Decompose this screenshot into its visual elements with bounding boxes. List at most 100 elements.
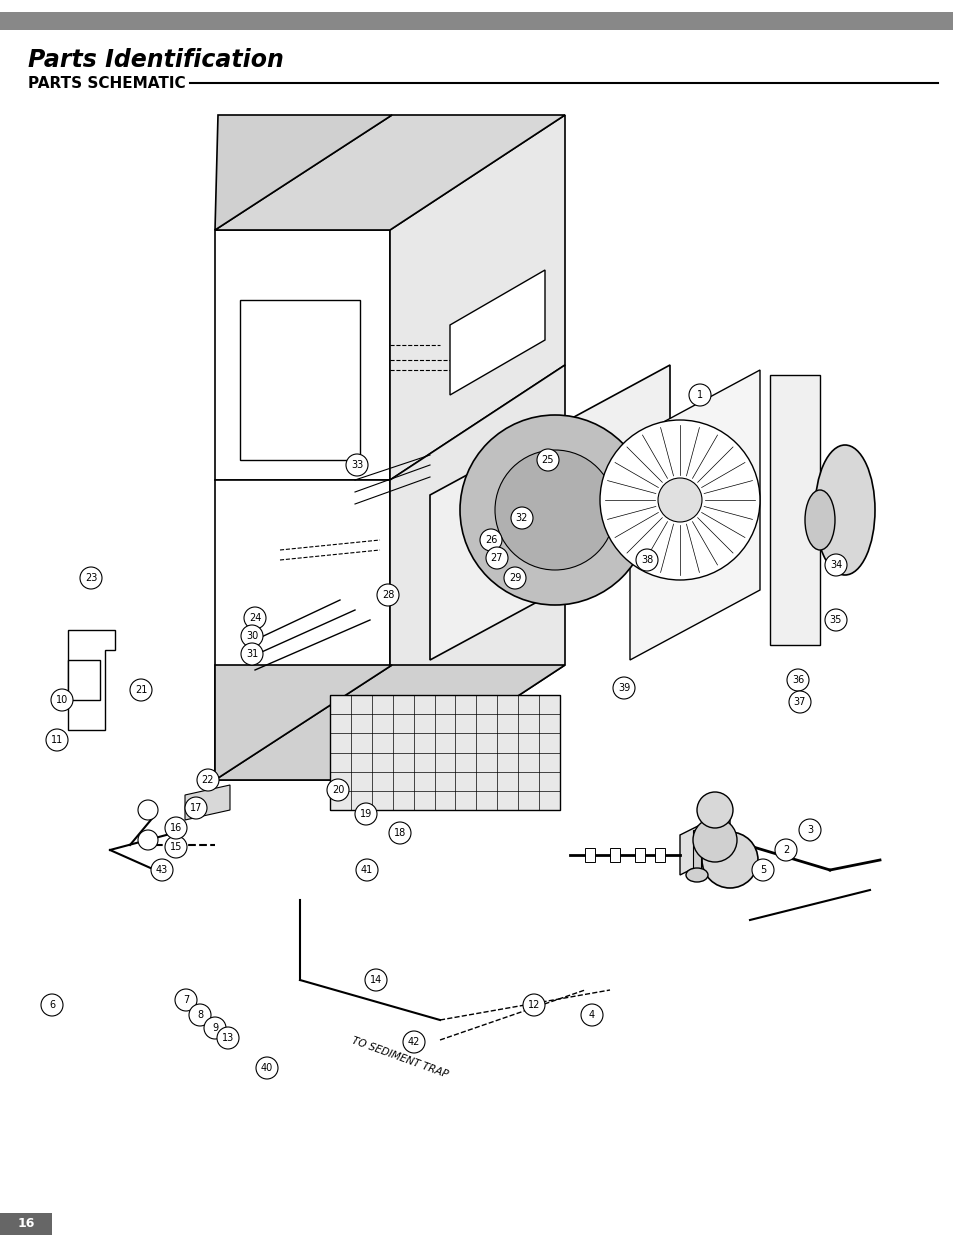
Text: 9: 9: [212, 1023, 218, 1032]
Circle shape: [701, 832, 758, 888]
Circle shape: [786, 669, 808, 692]
Circle shape: [697, 792, 732, 827]
Polygon shape: [214, 230, 390, 480]
Text: PARTS SCHEMATIC: PARTS SCHEMATIC: [28, 75, 186, 90]
Text: TO SEDIMENT TRAP: TO SEDIMENT TRAP: [350, 1036, 449, 1081]
Polygon shape: [68, 659, 100, 700]
Text: 38: 38: [640, 555, 653, 564]
Text: 36: 36: [791, 676, 803, 685]
Circle shape: [241, 625, 263, 647]
Polygon shape: [430, 366, 669, 659]
Polygon shape: [679, 810, 729, 876]
Text: 32: 32: [516, 513, 528, 522]
Text: 19: 19: [359, 809, 372, 819]
Circle shape: [185, 797, 207, 819]
Circle shape: [692, 818, 737, 862]
Text: 39: 39: [618, 683, 630, 693]
Text: 34: 34: [829, 559, 841, 571]
Text: 31: 31: [246, 650, 258, 659]
Circle shape: [365, 969, 387, 990]
Text: 5: 5: [760, 864, 765, 876]
Polygon shape: [214, 664, 564, 781]
Circle shape: [479, 529, 501, 551]
Text: 20: 20: [332, 785, 344, 795]
Polygon shape: [240, 300, 359, 459]
Text: Parts Identification: Parts Identification: [28, 48, 284, 72]
Circle shape: [503, 567, 525, 589]
Polygon shape: [68, 630, 115, 730]
Bar: [0, 1213, 52, 1235]
Bar: [584, 848, 595, 862]
Text: 8: 8: [196, 1010, 203, 1020]
Bar: [692, 830, 700, 869]
Circle shape: [537, 450, 558, 471]
Ellipse shape: [804, 490, 834, 550]
Text: 30: 30: [246, 631, 258, 641]
Text: 3: 3: [806, 825, 812, 835]
Bar: [0, 30, 953, 80]
Circle shape: [751, 860, 773, 881]
Polygon shape: [390, 115, 564, 480]
Polygon shape: [214, 664, 392, 781]
Circle shape: [130, 679, 152, 701]
Text: 24: 24: [249, 613, 261, 622]
Circle shape: [459, 415, 649, 605]
Polygon shape: [450, 270, 544, 395]
Text: 26: 26: [484, 535, 497, 545]
Text: 40: 40: [260, 1063, 273, 1073]
Polygon shape: [185, 785, 230, 820]
Circle shape: [402, 1031, 424, 1053]
Circle shape: [824, 555, 846, 576]
Circle shape: [216, 1028, 239, 1049]
Text: 1: 1: [697, 390, 702, 400]
Circle shape: [327, 779, 349, 802]
Circle shape: [355, 860, 377, 881]
Circle shape: [599, 420, 760, 580]
Circle shape: [204, 1016, 226, 1039]
Circle shape: [688, 384, 710, 406]
Circle shape: [824, 609, 846, 631]
Circle shape: [174, 989, 196, 1011]
Polygon shape: [214, 480, 390, 781]
Text: 15: 15: [170, 842, 182, 852]
Circle shape: [255, 1057, 277, 1079]
Text: 33: 33: [351, 459, 363, 471]
Text: 22: 22: [201, 776, 214, 785]
Text: 11: 11: [51, 735, 63, 745]
Circle shape: [355, 803, 376, 825]
Circle shape: [522, 994, 544, 1016]
Circle shape: [389, 823, 411, 844]
Circle shape: [189, 1004, 211, 1026]
Circle shape: [41, 994, 63, 1016]
Text: 29: 29: [508, 573, 520, 583]
Circle shape: [485, 547, 507, 569]
Text: 10: 10: [56, 695, 68, 705]
Circle shape: [165, 836, 187, 858]
Bar: [0, 12, 953, 30]
Text: 21: 21: [134, 685, 147, 695]
Text: 18: 18: [394, 827, 406, 839]
Circle shape: [46, 729, 68, 751]
Text: 4: 4: [588, 1010, 595, 1020]
Circle shape: [511, 508, 533, 529]
Bar: [655, 848, 664, 862]
Text: 7: 7: [183, 995, 189, 1005]
Text: 6: 6: [49, 1000, 55, 1010]
Polygon shape: [769, 375, 820, 645]
Circle shape: [788, 692, 810, 713]
Text: 35: 35: [829, 615, 841, 625]
Circle shape: [151, 860, 172, 881]
Circle shape: [613, 677, 635, 699]
Circle shape: [138, 800, 158, 820]
Circle shape: [241, 643, 263, 664]
Polygon shape: [330, 695, 559, 810]
Text: 41: 41: [360, 864, 373, 876]
Text: 43: 43: [155, 864, 168, 876]
Circle shape: [138, 830, 158, 850]
Text: 17: 17: [190, 803, 202, 813]
Text: 42: 42: [407, 1037, 419, 1047]
Text: 13: 13: [222, 1032, 233, 1044]
Text: 28: 28: [381, 590, 394, 600]
Circle shape: [244, 606, 266, 629]
Circle shape: [346, 454, 368, 475]
